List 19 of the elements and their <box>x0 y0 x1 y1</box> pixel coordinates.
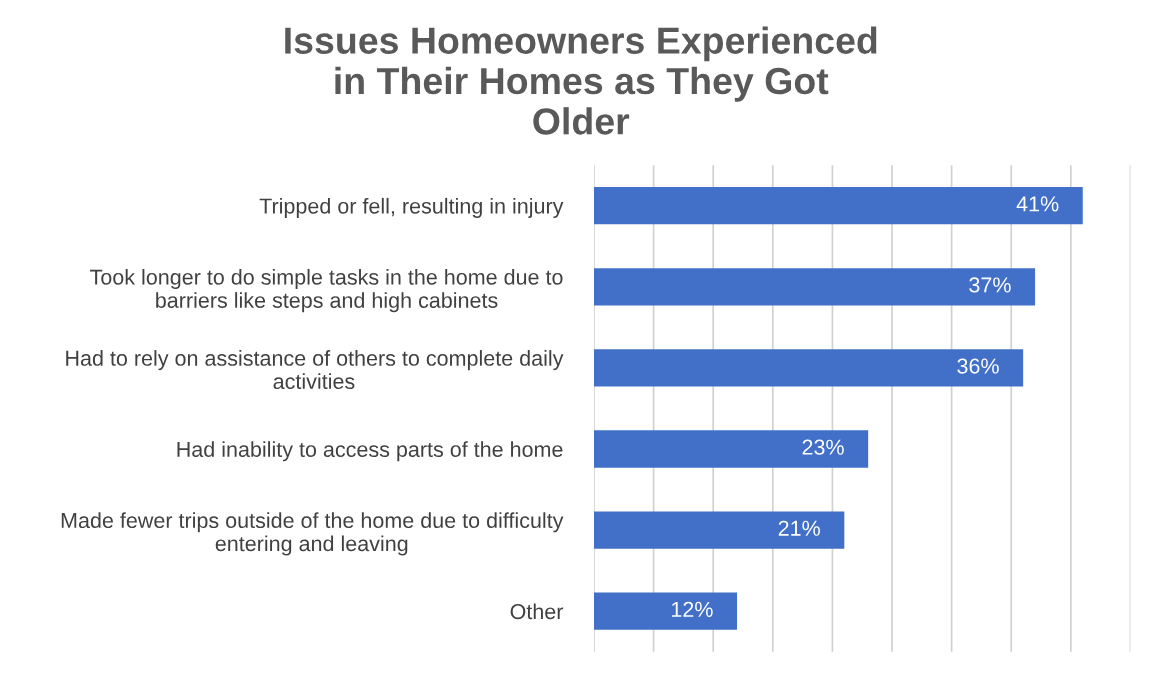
y-tick-label: Had inability to access parts of the home <box>177 441 563 462</box>
bar <box>593 511 845 549</box>
y-tick-label: Took longer to do simple tasks in the home due to barriers like steps and high cabinets <box>90 268 563 313</box>
y-tick-label: Other <box>510 603 564 620</box>
y-tick-label: Had to rely on assistance of others to complete daily activities <box>66 350 564 390</box>
bar <box>593 268 1036 306</box>
data-label: 12% <box>672 601 713 617</box>
y-tick-label: Made fewer trips outside of the home due to difficulty entering and leaving <box>61 512 564 556</box>
data-label: 41% <box>1016 196 1059 212</box>
bar <box>593 592 738 630</box>
bar <box>593 349 1024 387</box>
bar <box>593 187 1083 225</box>
data-label: 23% <box>802 439 844 455</box>
bar <box>593 430 869 468</box>
data-label: 36% <box>957 358 999 374</box>
y-tick-label: Tripped or fell, resulting in injury <box>259 197 564 218</box>
chart-title: Issues Homeowners Experienced in Their Homes as They Got Older <box>285 26 877 135</box>
data-label: 37% <box>969 277 1011 293</box>
data-label: 21% <box>778 520 820 536</box>
